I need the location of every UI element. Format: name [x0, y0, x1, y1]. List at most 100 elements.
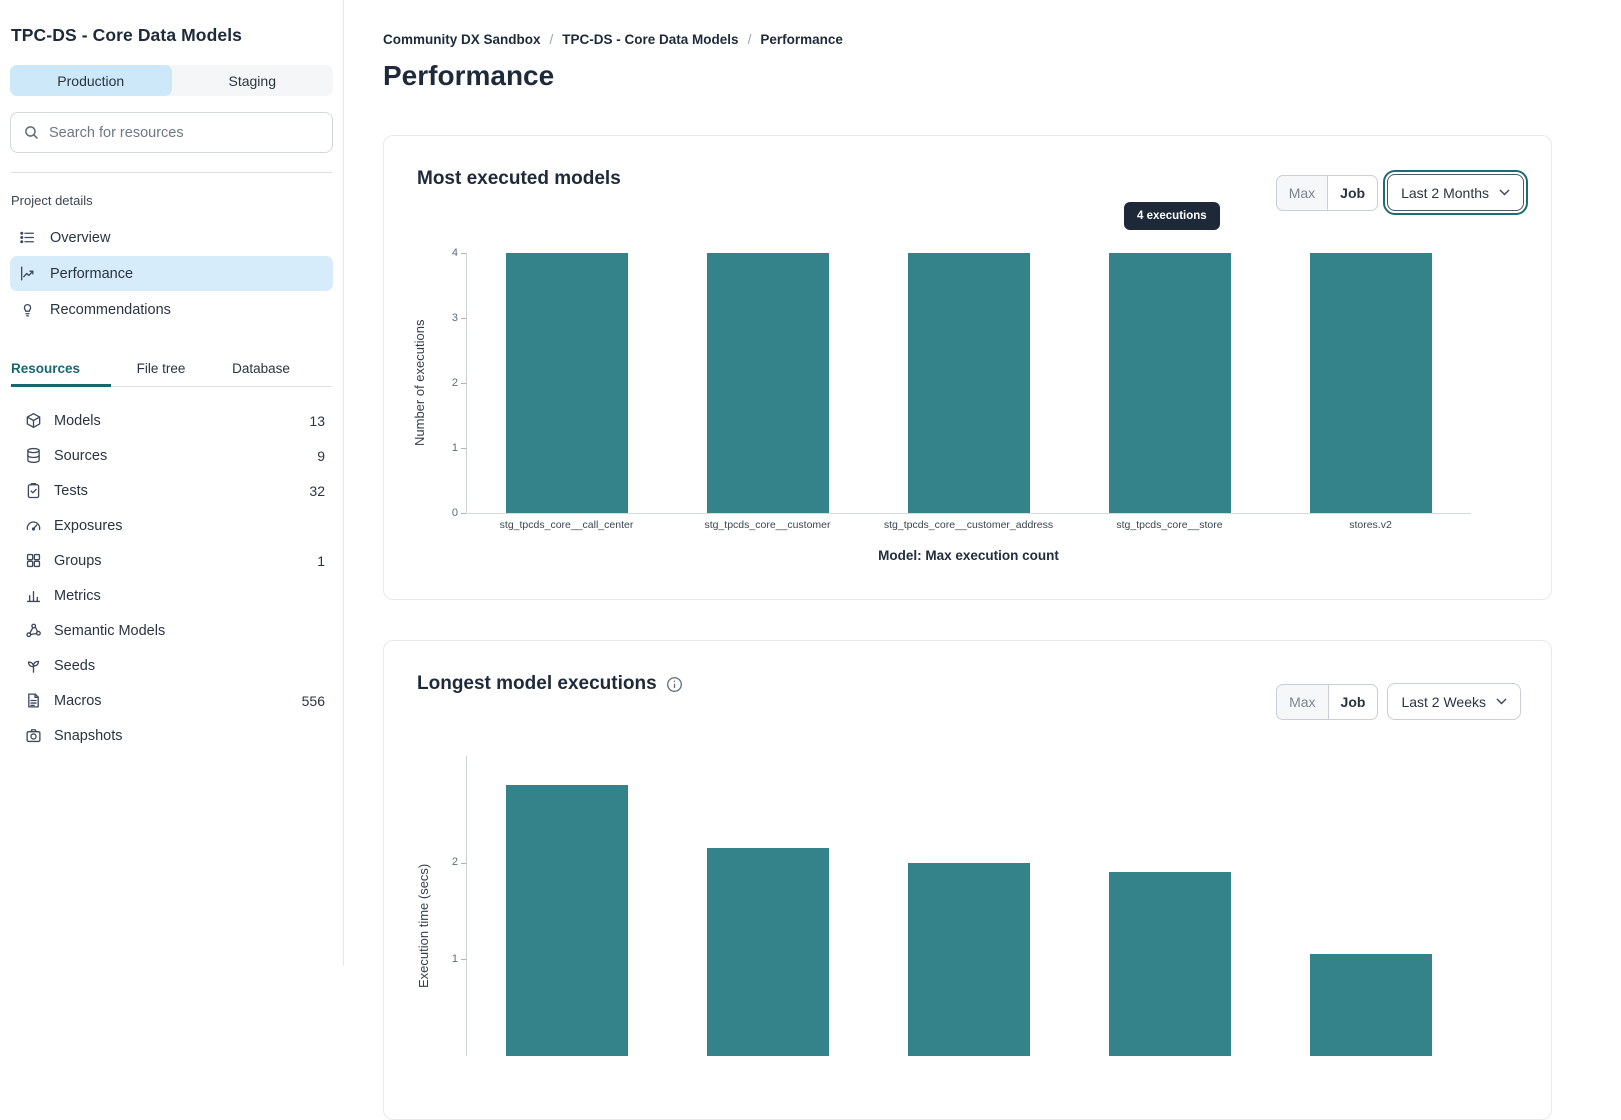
resource-item-metrics[interactable]: Metrics [0, 578, 343, 613]
chevron-down-icon [1499, 189, 1510, 196]
y-tick-mark [461, 448, 466, 449]
breadcrumb-link-project[interactable]: TPC-DS - Core Data Models [562, 32, 739, 47]
env-tab-production[interactable]: Production [10, 65, 172, 96]
y-tick-mark [461, 318, 466, 319]
bar[interactable] [1309, 954, 1432, 1056]
resource-label: Semantic Models [54, 622, 166, 639]
resource-count: 32 [309, 482, 325, 499]
cube-icon [25, 412, 42, 429]
x-tick-label: stg_tpcds_core__customer_address [883, 519, 1054, 531]
resource-count: 13 [309, 412, 325, 429]
card-title: Longest model executions [417, 673, 657, 694]
period-dropdown[interactable]: Last 2 Weeks [1387, 683, 1521, 720]
sidebar-divider [11, 172, 332, 173]
project-nav: Overview Performance Recommendations [0, 220, 343, 327]
resource-label: Sources [54, 447, 108, 464]
job-button[interactable]: Job [1327, 174, 1379, 211]
resource-label: Groups [54, 552, 102, 569]
page-title: Performance [383, 60, 555, 91]
breadcrumb-separator: / [747, 32, 752, 47]
resource-count: 1 [317, 552, 325, 569]
molecule-icon [25, 622, 42, 639]
grid-icon [25, 552, 42, 569]
max-job-toggle: Max Job [1275, 174, 1379, 211]
max-button[interactable]: Max [1276, 683, 1329, 720]
y-tick-mark [461, 253, 466, 254]
x-axis-line [466, 513, 1471, 514]
resource-count: 556 [301, 692, 325, 709]
y-tick-mark [461, 959, 466, 961]
bar[interactable] [505, 253, 628, 513]
resource-label: Seeds [54, 657, 96, 674]
chart-controls: Max Job Last 2 Months [1275, 170, 1528, 215]
bar[interactable] [706, 848, 829, 1056]
y-axis-line [466, 756, 467, 1056]
resource-item-macros[interactable]: Macros 556 [0, 683, 343, 718]
sidebar-item-label: Performance [50, 265, 134, 282]
card-title: Most executed models [417, 168, 621, 189]
resource-label: Snapshots [54, 727, 123, 744]
most-executed-models-card: Most executed models Max Job Last 2 Mont… [383, 135, 1552, 600]
breadcrumb-current: Performance [760, 32, 843, 47]
tab-file-tree[interactable]: File tree [136, 361, 186, 376]
tab-database[interactable]: Database [232, 361, 290, 376]
clipboard-check-icon [25, 482, 42, 499]
x-tick-label: stg_tpcds_core__call_center [499, 519, 634, 531]
bar[interactable] [907, 862, 1030, 1056]
sidebar-item-recommendations[interactable]: Recommendations [10, 292, 333, 327]
x-tick-label: stg_tpcds_core__customer [704, 519, 831, 531]
resource-item-groups[interactable]: Groups 1 [0, 543, 343, 578]
project-title: TPC-DS - Core Data Models [11, 25, 242, 45]
resource-item-seeds[interactable]: Seeds [0, 648, 343, 683]
sidebar-item-performance[interactable]: Performance [10, 256, 333, 291]
seedling-icon [25, 657, 42, 674]
env-tab-staging[interactable]: Staging [228, 72, 276, 89]
bar-tooltip: 4 executions [1124, 202, 1220, 230]
resource-item-exposures[interactable]: Exposures [0, 508, 343, 543]
resource-item-sources[interactable]: Sources 9 [0, 438, 343, 473]
breadcrumb-separator: / [549, 32, 554, 47]
document-icon [25, 692, 42, 709]
breadcrumb-link-account[interactable]: Community DX Sandbox [383, 32, 541, 47]
job-button[interactable]: Job [1327, 683, 1379, 720]
x-tick-label: stg_tpcds_core__store [1116, 519, 1223, 531]
period-dropdown-value: Last 2 Months [1401, 184, 1489, 201]
bar[interactable] [1108, 872, 1231, 1056]
info-icon[interactable] [666, 676, 683, 693]
bar[interactable] [505, 785, 628, 1056]
bar[interactable] [1309, 253, 1432, 513]
y-tick-mark [461, 513, 466, 514]
lightbulb-icon [19, 301, 36, 318]
bar[interactable] [706, 253, 829, 513]
resource-list: Models 13 Sources 9 Tests 32 Exposures Groups 1 M… [0, 403, 343, 753]
chart-controls: Max Job Last 2 Weeks [1276, 683, 1521, 720]
resource-item-models[interactable]: Models 13 [0, 403, 343, 438]
y-tick-label: 2 [451, 376, 458, 389]
sidebar-item-label: Recommendations [50, 301, 171, 318]
project-details-label: Project details [11, 193, 93, 208]
resource-item-snapshots[interactable]: Snapshots [0, 718, 343, 753]
tab-resources[interactable]: Resources [11, 353, 111, 387]
y-tick-label: 1 [451, 952, 458, 965]
y-tick-label: 3 [451, 311, 458, 324]
max-button[interactable]: Max [1275, 174, 1329, 211]
bar[interactable] [907, 253, 1030, 513]
search-box[interactable] [10, 112, 333, 153]
period-dropdown[interactable]: Last 2 Months [1383, 170, 1528, 215]
search-input[interactable] [49, 124, 320, 141]
max-job-toggle: Max Job [1276, 683, 1379, 720]
resource-item-semantic-models[interactable]: Semantic Models [0, 613, 343, 648]
list-icon [19, 229, 36, 246]
y-tick-mark [461, 383, 466, 384]
resource-item-tests[interactable]: Tests 32 [0, 473, 343, 508]
period-dropdown-value: Last 2 Weeks [1401, 693, 1486, 710]
sidebar-item-overview[interactable]: Overview [10, 220, 333, 255]
bar[interactable] [1108, 253, 1231, 513]
x-tick-label: stores.v2 [1349, 519, 1392, 531]
breadcrumb: Community DX Sandbox / TPC-DS - Core Dat… [383, 32, 843, 47]
camera-icon [25, 727, 42, 744]
longest-model-executions-card: Longest model executions Max Job Last 2 … [383, 640, 1552, 1120]
search-icon [23, 124, 40, 141]
resource-label: Tests [54, 482, 88, 499]
